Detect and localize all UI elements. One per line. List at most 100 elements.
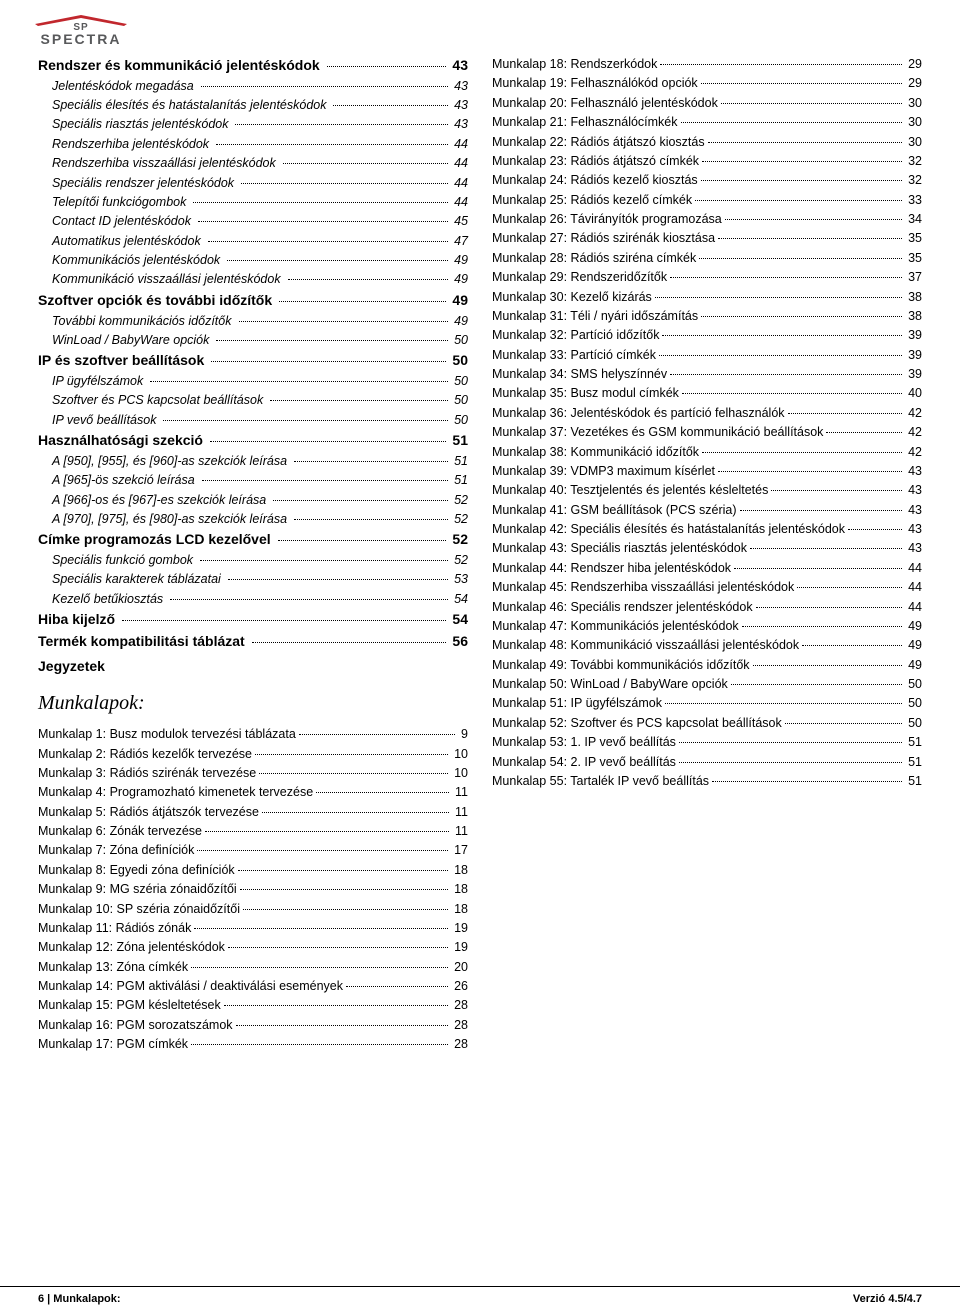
toc-label: Munkalap 3: Rádiós szirénák tervezése	[38, 764, 256, 783]
toc-page: 50	[451, 411, 468, 430]
toc-leader-dots	[294, 461, 448, 462]
toc-row: Munkalap 10: SP széria zónaidőzítői 18	[38, 900, 468, 919]
toc-label: Munkalap 30: Kezelő kizárás	[492, 288, 652, 307]
toc-row: Speciális karakterek táblázatai 53	[38, 570, 468, 589]
toc-page: 44	[451, 193, 468, 212]
toc-page: 42	[905, 404, 922, 423]
toc-row: Munkalap 2: Rádiós kezelők tervezése 10	[38, 745, 468, 764]
toc-page: 51	[449, 430, 468, 452]
toc-page: 34	[905, 210, 922, 229]
toc-label: Kommunikáció visszaállási jelentéskódok	[52, 270, 285, 289]
toc-row: Munkalap 24: Rádiós kezelő kiosztás 32	[492, 171, 922, 190]
toc-page: 29	[905, 74, 922, 93]
toc-leader-dots	[771, 490, 902, 491]
toc-label: Munkalap 8: Egyedi zóna definíciók	[38, 861, 235, 880]
toc-label: Munkalap 53: 1. IP vevő beállítás	[492, 733, 676, 752]
toc-row: Munkalap 31: Téli / nyári időszámítás 38	[492, 307, 922, 326]
toc-page: 28	[451, 1016, 468, 1035]
toc-label: Munkalap 20: Felhasználó jelentéskódok	[492, 94, 718, 113]
toc-row: Munkalap 53: 1. IP vevő beállítás 51	[492, 733, 922, 752]
toc-label: Munkalap 49: További kommunikációs időzí…	[492, 656, 750, 675]
toc-row: Munkalap 44: Rendszer hiba jelentéskódok…	[492, 559, 922, 578]
toc-label: Munkalap 48: Kommunikáció visszaállási j…	[492, 636, 799, 655]
toc-page: 30	[905, 94, 922, 113]
toc-row: Munkalap 39: VDMP3 maximum kísérlet 43	[492, 462, 922, 481]
toc-label: A [965]-ös szekció leírása	[52, 471, 199, 490]
toc-leader-dots	[299, 734, 455, 735]
toc-page: 35	[905, 249, 922, 268]
toc-page: 45	[451, 212, 468, 231]
toc-label: Munkalap 46: Speciális rendszer jelentés…	[492, 598, 753, 617]
toc-row: A [966]-os és [967]-es szekciók leírása …	[38, 491, 468, 510]
toc-label: Munkalap 11: Rádiós zónák	[38, 919, 191, 938]
toc-leader-dots	[210, 441, 446, 442]
toc-page: 50	[451, 372, 468, 391]
toc-label: Munkalap 9: MG széria zónaidőzítői	[38, 880, 237, 899]
toc-row: Munkalap 40: Tesztjelentés és jelentés k…	[492, 481, 922, 500]
toc-leader-dots	[273, 500, 448, 501]
toc-row: Munkalap 48: Kommunikáció visszaállási j…	[492, 636, 922, 655]
toc-row: IP és szoftver beállítások 50	[38, 350, 468, 372]
toc-leader-dots	[288, 279, 449, 280]
toc-label: Munkalap 51: IP ügyfélszámok	[492, 694, 662, 713]
toc-leader-dots	[731, 684, 902, 685]
toc-leader-dots	[682, 393, 902, 394]
toc-row: Munkalap 55: Tartalék IP vevő beállítás …	[492, 772, 922, 791]
toc-page: 43	[451, 77, 468, 96]
toc-row: A [965]-ös szekció leírása 51	[38, 471, 468, 490]
toc-row: Munkalap 1: Busz modulok tervezési táblá…	[38, 725, 468, 744]
toc-label: Munkalap 26: Távirányítók programozása	[492, 210, 722, 229]
toc-row: Kommunikáció visszaállási jelentéskódok …	[38, 270, 468, 289]
toc-page: 11	[452, 803, 468, 822]
toc-page: 54	[451, 590, 468, 609]
toc-row: Speciális rendszer jelentéskódok 44	[38, 174, 468, 193]
toc-page: 43	[451, 96, 468, 115]
toc-row: Munkalap 54: 2. IP vevő beállítás 51	[492, 753, 922, 772]
toc-page: 39	[905, 346, 922, 365]
toc-leader-dots	[241, 183, 448, 184]
toc-page: 30	[905, 113, 922, 132]
toc-row: Munkalap 25: Rádiós kezelő címkék 33	[492, 191, 922, 210]
toc-leader-dots	[742, 626, 902, 627]
toc-leader-dots	[283, 163, 448, 164]
toc-page: 54	[449, 609, 468, 631]
toc-label: Munkalap 25: Rádiós kezelő címkék	[492, 191, 692, 210]
toc-row: Munkalap 13: Zóna címkék 20	[38, 958, 468, 977]
toc-leader-dots	[802, 645, 902, 646]
toc-page: 50	[905, 714, 922, 733]
toc-leader-dots	[191, 1044, 448, 1045]
toc-leader-dots	[170, 599, 448, 600]
toc-page: 18	[451, 861, 468, 880]
toc-row: Munkalap 18: Rendszerkódok 29	[492, 55, 922, 74]
toc-row: Munkalap 45: Rendszerhiba visszaállási j…	[492, 578, 922, 597]
toc-row: Használhatósági szekció 51	[38, 430, 468, 452]
toc-row: Munkalap 17: PGM címkék 28	[38, 1035, 468, 1054]
toc-page: 33	[905, 191, 922, 210]
toc-row: Munkalap 35: Busz modul címkék 40	[492, 384, 922, 403]
toc-leader-dots	[665, 703, 902, 704]
toc-page: 49	[451, 270, 468, 289]
toc-page: 52	[451, 551, 468, 570]
toc-row: Munkalap 6: Zónák tervezése 11	[38, 822, 468, 841]
toc-page: 44	[905, 598, 922, 617]
toc-leader-dots	[191, 967, 448, 968]
toc-leader-dots	[294, 519, 448, 520]
toc-row: Munkalap 41: GSM beállítások (PCS széria…	[492, 501, 922, 520]
toc-page: 49	[905, 636, 922, 655]
toc-page: 56	[449, 631, 468, 653]
toc-page: 51	[451, 452, 468, 471]
toc-label: Automatikus jelentéskódok	[52, 232, 205, 251]
toc-leader-dots	[702, 452, 902, 453]
toc-label: Munkalap 10: SP széria zónaidőzítői	[38, 900, 240, 919]
toc-label: Használhatósági szekció	[38, 430, 207, 452]
toc-leader-dots	[702, 161, 902, 162]
toc-row: Munkalap 4: Programozható kimenetek terv…	[38, 783, 468, 802]
toc-leader-dots	[227, 260, 448, 261]
toc-label: Munkalap 22: Rádiós átjátszó kiosztás	[492, 133, 705, 152]
toc-leader-dots	[826, 432, 902, 433]
toc-leader-dots	[725, 219, 902, 220]
toc-leader-dots	[211, 361, 446, 362]
right-column: Munkalap 18: Rendszerkódok 29Munkalap 19…	[492, 55, 922, 1276]
toc-row: IP vevő beállítások 50	[38, 411, 468, 430]
toc-leader-dots	[701, 83, 902, 84]
